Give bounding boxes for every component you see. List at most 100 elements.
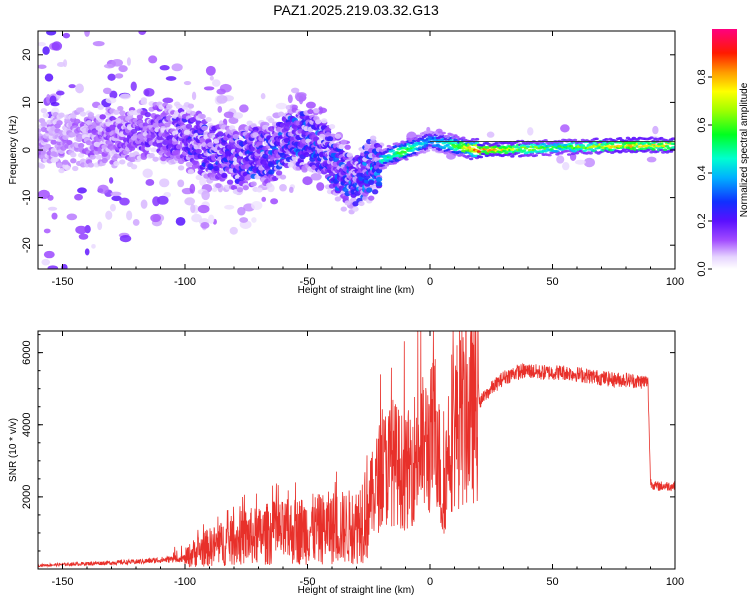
spectrogram-ridge-cell bbox=[77, 142, 85, 149]
spectrogram-ridge-cell bbox=[663, 148, 668, 152]
spectrogram-ridge-cell bbox=[115, 118, 122, 124]
spectrogram-noise-cell bbox=[216, 88, 226, 95]
spectrogram-ridge-cell bbox=[232, 134, 240, 140]
spectrogram-ridge-cell bbox=[315, 119, 322, 125]
spectrogram-noise-cell bbox=[652, 125, 659, 135]
spectrogram-ridge-cell bbox=[217, 131, 224, 137]
spectrogram-noise-cell bbox=[233, 112, 244, 119]
spectrogram-noise-cell bbox=[62, 32, 71, 39]
spectrogram-noise-cell bbox=[111, 195, 122, 202]
spectrogram-ridge-cell bbox=[252, 132, 259, 138]
spectrogram-ridge-cell bbox=[303, 151, 310, 158]
snr-y-tick-label: 2000 bbox=[21, 485, 33, 509]
spectrogram-noise-cell bbox=[50, 102, 60, 107]
snr-x-tick-label: 0 bbox=[427, 576, 433, 588]
spectrogram-noise-cell bbox=[290, 87, 300, 94]
spectrogram-ridge-cell bbox=[226, 179, 234, 185]
spectrogram-ridge-cell bbox=[461, 136, 466, 140]
spectrogram-ridge-cell bbox=[97, 104, 104, 110]
spectrogram-noise-cell bbox=[205, 65, 216, 76]
spectrogram-noise-cell bbox=[184, 197, 196, 206]
spectrogram-ridge-cell bbox=[639, 147, 644, 151]
spectrogram-ridge-cell bbox=[117, 105, 124, 112]
spectrogram-noise-cell bbox=[105, 97, 117, 104]
spectrogram-ridge-cell bbox=[445, 134, 450, 138]
spectrogram-noise-cell bbox=[190, 204, 196, 214]
spectrogram-noise-cell bbox=[175, 217, 186, 226]
spectrogram-noise-cell bbox=[119, 234, 132, 243]
spectrogram-ridge-cell bbox=[496, 144, 501, 147]
spectrogram-noise-cell bbox=[75, 225, 87, 235]
snr-series-line bbox=[38, 331, 675, 568]
spectrogram-noise-cell bbox=[237, 206, 246, 216]
spectrogram-ridge-cell bbox=[637, 145, 642, 148]
spectrogram-ridge-cell bbox=[77, 152, 85, 158]
spectrogram-noise-cell bbox=[103, 63, 115, 69]
spectrogram-ridge-cell bbox=[285, 121, 293, 127]
figure-title: PAZ1.2025.219.03.32.G13 bbox=[273, 2, 439, 18]
spectrogram-ridge-cell bbox=[56, 120, 63, 126]
spectrogram-y-tick-label: -20 bbox=[21, 237, 33, 253]
spectrogram-ridge-cell bbox=[380, 164, 386, 167]
spectrogram-ridge-cell bbox=[508, 152, 513, 156]
spectrogram-ridge-cell bbox=[144, 112, 151, 118]
spectrogram-ridge-cell bbox=[508, 141, 513, 145]
colorbar: 0.0 0.2 0.4 0.6 0.8 Normalized spectral ampl… bbox=[696, 29, 750, 277]
spectrogram-noise-cell bbox=[56, 90, 65, 96]
spectrogram-noise-cell bbox=[41, 278, 49, 282]
snr-ticks: -150 -100 -50 0 50 100 2000 4000 6000 bbox=[21, 331, 684, 588]
spectrogram-ridge-cell bbox=[494, 141, 499, 145]
spectrogram-ridge-cell bbox=[490, 154, 495, 157]
spectrogram-ridge-cell bbox=[621, 148, 627, 151]
spectrogram-ridge-cell bbox=[441, 131, 446, 135]
spectrogram-ridge-cell bbox=[418, 134, 423, 138]
colorbar-tick-label: 0.4 bbox=[696, 165, 708, 180]
spectrogram-noise-cell bbox=[84, 31, 90, 37]
spectrogram-noise-cell bbox=[126, 57, 131, 66]
spectrogram-noise-cell bbox=[209, 75, 214, 81]
spectrogram-noise-cell bbox=[583, 157, 595, 168]
spectrogram-noise-cell bbox=[143, 88, 155, 97]
spectrogram-noise-cell bbox=[159, 65, 170, 71]
spectrogram-noise-cell bbox=[42, 46, 50, 55]
spectrogram-ridge-cell bbox=[62, 159, 69, 165]
spectrogram-ridge-cell bbox=[631, 146, 637, 150]
spectrogram-noise-cell bbox=[560, 124, 570, 133]
spectrogram-noise-cell bbox=[646, 156, 657, 163]
spectrogram-ridge-cell bbox=[369, 139, 377, 145]
spectrogram-ridge-cell bbox=[476, 150, 482, 153]
spectrogram-noise-cell bbox=[38, 189, 50, 200]
spectrogram-ridge-cell bbox=[375, 176, 383, 183]
spectrogram-ridge-cell bbox=[659, 148, 664, 152]
spectrogram-noise-cell bbox=[142, 168, 153, 178]
spectrogram-noise-cell bbox=[228, 117, 239, 124]
spectrogram-ridge-cell bbox=[514, 145, 519, 149]
spectrogram-ridge-cell bbox=[388, 158, 393, 161]
spectrogram-noise-cell bbox=[41, 258, 51, 266]
spectrogram-ridge-cell bbox=[50, 139, 57, 145]
spectrogram-ridge-cell bbox=[406, 137, 411, 141]
snr-marks bbox=[38, 331, 675, 568]
spectrogram-ridge-cell bbox=[58, 168, 65, 174]
spectrogram-ridge-cell bbox=[40, 121, 48, 128]
spectrogram-ridge-cell bbox=[166, 104, 173, 110]
spectrogram-ridge-cell bbox=[429, 141, 435, 144]
spectrogram-noise-cell bbox=[38, 42, 46, 47]
spectrogram-ridge-cell bbox=[574, 151, 580, 155]
spectrogram-noise-cell bbox=[38, 64, 47, 69]
spectrogram-ridge-cell bbox=[187, 103, 195, 109]
spectrogram-noise-cell bbox=[298, 95, 304, 105]
snr-x-tick-label: -150 bbox=[51, 576, 73, 588]
spectrogram-ridge-cell bbox=[70, 158, 77, 164]
spectrogram-x-tick-label: 0 bbox=[427, 276, 433, 288]
spectrogram-noise-cell bbox=[191, 91, 197, 101]
spectrogram-ridge-cell bbox=[578, 141, 584, 144]
spectrogram-noise-cell bbox=[119, 197, 130, 206]
spectrogram-noise-cell bbox=[211, 79, 221, 87]
spectrogram-ridge-cell bbox=[119, 159, 126, 165]
spectrogram-ridge-cell bbox=[313, 108, 320, 114]
spectrogram-noise-cell bbox=[51, 41, 63, 51]
spectrogram-ridge-cell bbox=[384, 150, 390, 153]
spectrogram-noise-cell bbox=[191, 213, 202, 223]
